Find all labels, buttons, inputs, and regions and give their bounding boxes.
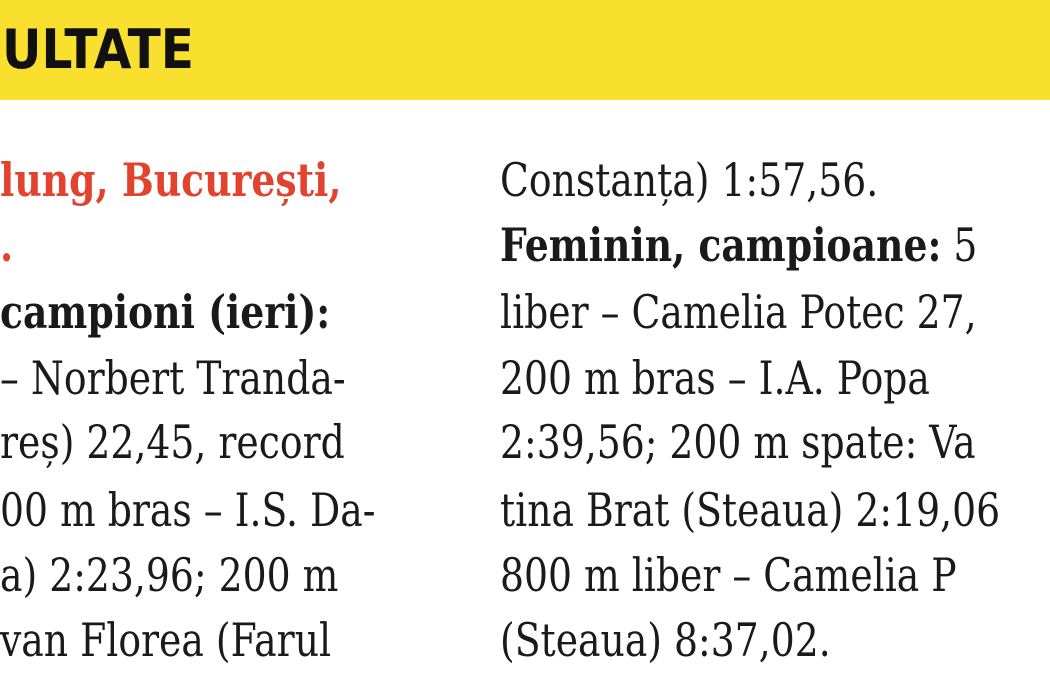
subheading-text: 5 — [953, 218, 978, 272]
right-line: Constanța) 1:57,56. — [500, 153, 879, 207]
right-line: 200 m bras – I.A. Popa — [500, 351, 930, 405]
right-subheading-line: Feminin, campioane: 5 — [500, 215, 977, 275]
right-line: liber – Camelia Potec 27, — [500, 285, 977, 339]
right-line: (Steaua) 8:37,02. — [500, 613, 831, 667]
left-line: reș) 22,45, record — [0, 415, 345, 469]
left-line: . — [0, 218, 14, 272]
right-line: 2:39,56; 200 m spate: Va — [500, 415, 976, 469]
left-line: campioni (ieri): — [0, 285, 331, 339]
right-line: tina Brat (Steaua) 2:19,06 — [500, 483, 1001, 537]
left-line: – Norbert Tranda- — [0, 351, 346, 405]
left-line: van Florea (Farul — [0, 613, 332, 667]
header-title: ULTATE — [2, 18, 194, 81]
header-band: ULTATE — [0, 0, 1050, 100]
right-line: 800 m liber – Camelia P — [500, 548, 957, 602]
subheading-label: Feminin, campioane: — [500, 218, 942, 272]
left-line: a) 2:23,96; 200 m — [0, 548, 339, 602]
left-line: lung, București, — [0, 153, 342, 207]
left-line: 00 m bras – I.S. Da- — [0, 483, 376, 537]
